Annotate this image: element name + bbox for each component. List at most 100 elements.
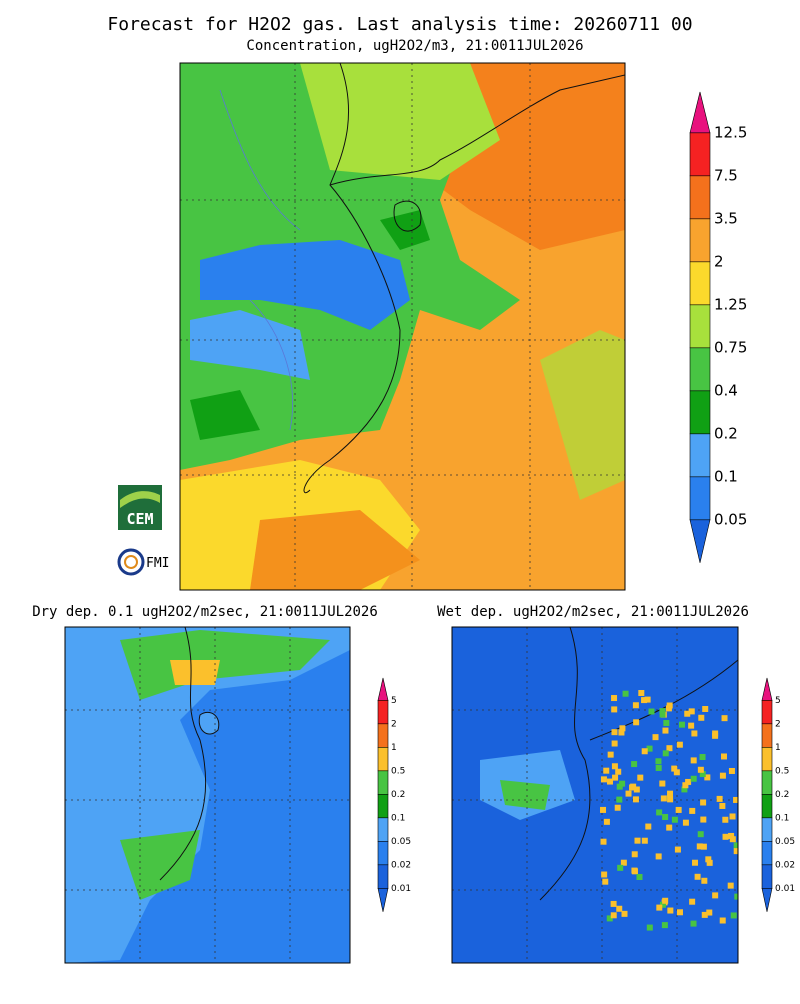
colorbar-label: 0.2 [775, 790, 789, 800]
speckle [648, 708, 655, 715]
speckle [644, 696, 651, 703]
colorbar-label: 12.5 [714, 123, 747, 141]
speckle [641, 697, 648, 704]
speckle [729, 813, 736, 820]
fmi-logo: FMI [117, 548, 169, 576]
speckle [697, 766, 704, 773]
speckle [652, 734, 659, 741]
speckle [662, 813, 669, 820]
colorbar-segment [689, 476, 711, 521]
speckle [631, 851, 638, 858]
colorbar-segment [761, 794, 773, 819]
speckle [662, 750, 669, 757]
speckle [682, 782, 689, 789]
colorbar-label: 0.2 [391, 790, 405, 800]
speckle [689, 898, 696, 905]
speckle [671, 765, 678, 772]
speckle [632, 796, 639, 803]
speckle [610, 912, 617, 919]
colorbar-segment [689, 304, 711, 349]
speckle [689, 807, 696, 814]
speckle [619, 780, 626, 787]
speckle [705, 856, 712, 863]
speckle [733, 796, 738, 803]
colorbar-label: 3.5 [714, 209, 738, 227]
speckle [698, 714, 705, 721]
speckle [679, 721, 686, 728]
speckle [701, 911, 708, 918]
speckle [656, 809, 663, 816]
speckle [722, 816, 729, 823]
colorbar-cap [761, 888, 773, 912]
speckle [615, 768, 622, 775]
speckle [611, 695, 618, 702]
speckle [701, 877, 708, 884]
speckle [685, 778, 692, 785]
colorbar-label: 7.5 [714, 166, 738, 184]
speckle [641, 837, 648, 844]
speckle [621, 910, 628, 917]
colorbar-cap [689, 519, 711, 563]
speckle [645, 823, 652, 830]
colorbar-label: 0.02 [391, 860, 411, 870]
speckle [727, 882, 734, 889]
colorbar-cap [377, 888, 389, 912]
speckle [632, 702, 639, 709]
speckle [636, 873, 643, 880]
speckle [655, 758, 662, 765]
colorbar-label: 5 [391, 696, 397, 706]
colorbar-label: 1.25 [714, 295, 747, 313]
colorbar-label: 0.75 [714, 338, 747, 356]
speckle [733, 848, 738, 855]
colorbar-label: 2 [391, 719, 397, 729]
colorbar-label: 0.1 [714, 467, 738, 485]
speckle [660, 795, 667, 802]
speckle [600, 806, 607, 813]
speckle [666, 745, 673, 752]
colorbar-label: 0.05 [391, 837, 411, 847]
speckle [676, 909, 683, 916]
speckle [728, 767, 735, 774]
speckle [633, 786, 640, 793]
speckle [690, 757, 697, 764]
speckle [655, 853, 662, 860]
speckle [600, 776, 607, 783]
speckle [712, 892, 719, 899]
speckle [659, 708, 666, 715]
speckle [730, 912, 737, 919]
colorbar-segment [377, 700, 389, 725]
speckle [633, 719, 640, 726]
speckle [630, 783, 637, 790]
colorbar-cap [377, 677, 389, 701]
speckle [699, 754, 706, 761]
speckle [617, 864, 624, 871]
speckle [681, 786, 688, 793]
colorbar-label: 0.5 [391, 766, 405, 776]
speckle [700, 816, 707, 823]
speckle [700, 799, 707, 806]
speckle [631, 761, 638, 768]
colorbar-segment [689, 175, 711, 220]
speckle [616, 796, 623, 803]
speckle [734, 893, 738, 900]
speckle [655, 764, 662, 771]
colorbar-segment [689, 347, 711, 392]
speckle [722, 833, 729, 840]
logo-text: CEM [126, 510, 153, 528]
speckle [716, 795, 723, 802]
colorbar-segment [761, 841, 773, 866]
speckle [637, 774, 644, 781]
speckle [641, 748, 648, 755]
speckle [611, 740, 618, 747]
colorbar-label: 2 [714, 252, 724, 270]
speckle [611, 706, 618, 713]
panel-title: Concentration, ugH2O2/m3, 21:0011JUL2026 [246, 38, 583, 54]
speckle [728, 832, 735, 839]
speckle [729, 836, 736, 843]
speckle [696, 843, 703, 850]
speckle [673, 769, 680, 776]
speckle [719, 802, 726, 809]
speckle [638, 690, 645, 697]
speckle [603, 818, 610, 825]
